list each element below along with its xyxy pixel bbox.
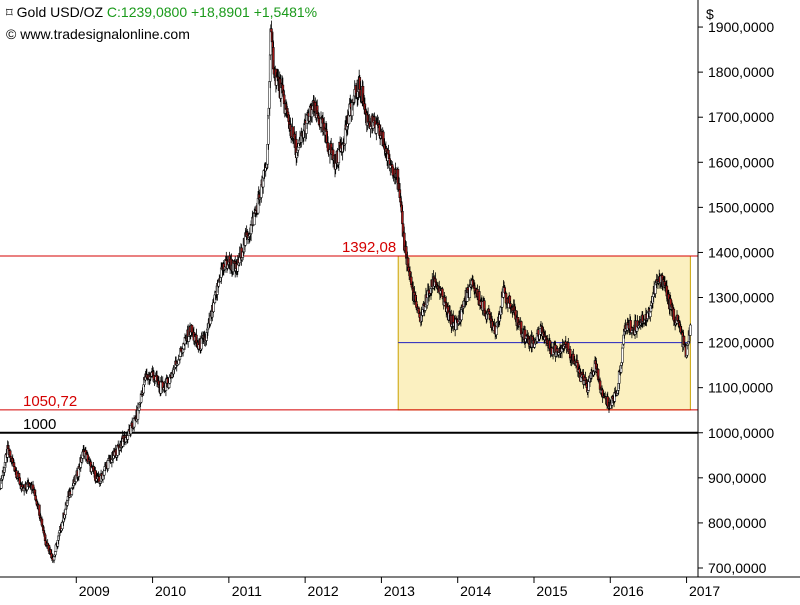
x-tick-label: 2015	[536, 583, 567, 599]
y-tick-label: 1200,0000	[708, 335, 774, 351]
annotation-labels-layer: 1392,08 1050,72 1000	[23, 239, 396, 433]
x-tick-label: 2011	[232, 583, 262, 599]
y-tick-label: 1800,0000	[708, 64, 774, 80]
y-tick-label: 800,0000	[708, 515, 767, 531]
candle-body	[249, 224, 253, 234]
candle-body	[178, 356, 182, 360]
y-tick-label: 1500,0000	[708, 199, 774, 215]
y-axis-unit: $	[706, 6, 714, 22]
candle-body	[190, 324, 194, 333]
source-credit: © www.tradesignalonline.com	[6, 26, 190, 42]
chart-header: ⌑ Gold USD/OZ C:1239,0800 +18,8901 +1,548…	[6, 4, 317, 21]
y-tick-label: 700,0000	[708, 560, 767, 576]
candle-body	[34, 495, 37, 501]
y-tick-label: 1300,0000	[708, 290, 774, 306]
candle-body	[103, 470, 106, 476]
x-tick-label: 2012	[308, 583, 339, 599]
change-absolute: +18,8901	[191, 4, 250, 20]
candle-body	[206, 327, 210, 331]
candle-body	[296, 146, 300, 151]
x-tick-label: 2016	[613, 583, 644, 599]
y-tick-label: 1000,0000	[708, 425, 774, 441]
candles-layer	[0, 20, 692, 564]
change-percent: +1,5481%	[253, 4, 318, 20]
y-tick-label: 1700,0000	[708, 109, 774, 125]
candle-body	[270, 28, 273, 33]
candle-body	[621, 347, 624, 363]
candle-body	[415, 301, 418, 308]
h-line-label-2: 1000	[23, 416, 56, 433]
pushpin-icon[interactable]: ⌑	[6, 5, 13, 20]
copyright-icon: ©	[6, 26, 17, 42]
close-price-label: C:1239,0800	[106, 4, 188, 20]
y-tick-label: 1400,0000	[708, 244, 774, 260]
candle-body	[54, 551, 57, 556]
h-line-label-0: 1392,08	[342, 239, 396, 256]
candle-body	[390, 164, 394, 168]
x-tick-label: 2013	[384, 583, 415, 599]
candle-body	[217, 281, 220, 287]
candle-body	[441, 288, 444, 297]
candle-body	[267, 115, 270, 145]
x-tick-label: 2017	[689, 583, 720, 599]
candle-body	[443, 297, 447, 303]
candle-body	[106, 460, 110, 469]
source-url: www.tradesignalonline.com	[20, 26, 190, 42]
candle-body	[343, 128, 347, 145]
candle-body	[187, 336, 191, 342]
y-tick-label: 1900,0000	[708, 19, 774, 35]
x-tick-label: 2014	[460, 583, 491, 599]
y-tick-label: 900,0000	[708, 470, 767, 486]
candle-body	[337, 149, 341, 163]
x-tick-label: 2010	[155, 583, 186, 599]
candle-body	[689, 324, 692, 336]
instrument-name: Gold USD/OZ	[16, 4, 104, 20]
candle-body	[12, 462, 16, 467]
horizontal-lines-layer	[0, 255, 698, 434]
candle-body	[401, 210, 404, 225]
x-tick-label: 2009	[79, 583, 110, 599]
h-line-label-1: 1050,72	[23, 393, 77, 410]
candle-body	[43, 532, 46, 536]
y-tick-label: 1600,0000	[708, 154, 774, 170]
y-tick-label: 1100,0000	[708, 380, 773, 396]
